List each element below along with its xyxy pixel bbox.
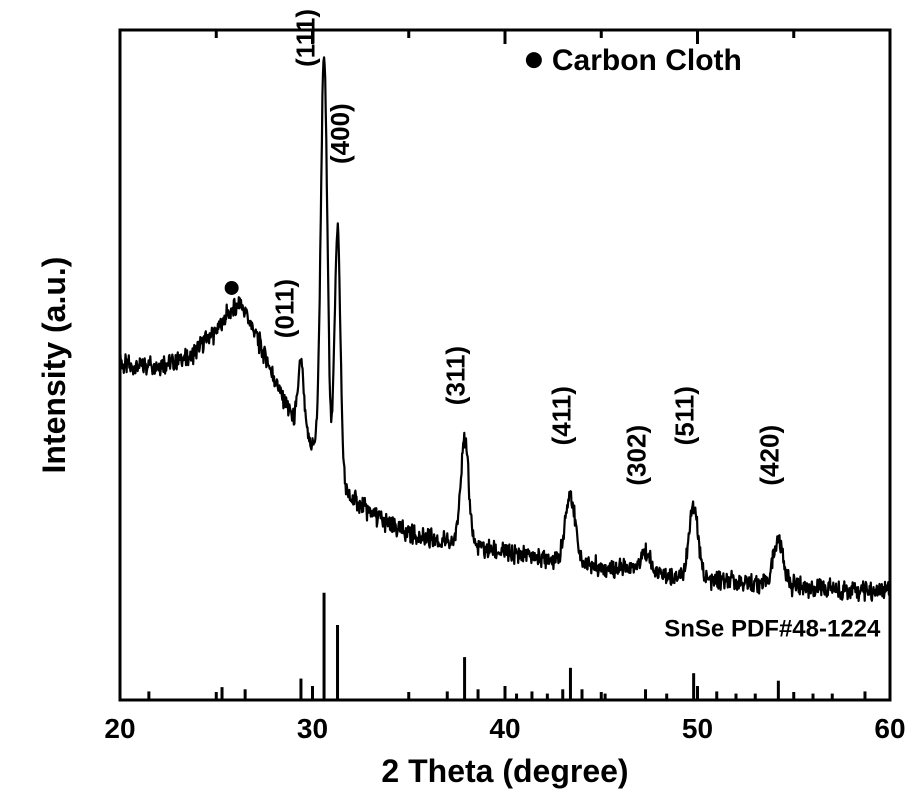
y-axis-title: Intensity (a.u.) bbox=[36, 257, 72, 474]
x-tick-label: 40 bbox=[489, 713, 520, 744]
svg-text:(420): (420) bbox=[754, 425, 784, 486]
carbon-marker-icon bbox=[225, 281, 239, 295]
svg-text:(400): (400) bbox=[325, 103, 355, 164]
x-tick-label: 20 bbox=[104, 713, 135, 744]
peak-label: (411) bbox=[546, 386, 576, 445]
peak-label: (400) bbox=[325, 103, 355, 164]
svg-text:(511): (511) bbox=[670, 386, 700, 445]
peak-label: (011) bbox=[269, 279, 299, 338]
svg-text:(302): (302) bbox=[622, 425, 652, 486]
legend-text: Carbon Cloth bbox=[552, 44, 742, 77]
xrd-chart: 20 30 40 50 60 2 Theta (degree) Intensity (a.u… bbox=[0, 0, 919, 796]
x-tick-label: 60 bbox=[874, 713, 905, 744]
peak-label: (311) bbox=[441, 346, 471, 405]
x-tick-label: 50 bbox=[682, 713, 713, 744]
x-tick-label: 30 bbox=[297, 713, 328, 744]
svg-text:(411): (411) bbox=[546, 386, 576, 445]
reference-card-text: SnSe PDF#48-1224 bbox=[664, 615, 881, 642]
peak-label: (111) bbox=[290, 9, 320, 67]
peak-label: (420) bbox=[754, 425, 784, 486]
chart-svg: 20 30 40 50 60 2 Theta (degree) Intensity (a.u… bbox=[0, 0, 919, 796]
x-axis-title: 2 Theta (degree) bbox=[381, 753, 628, 789]
svg-text:(311): (311) bbox=[441, 346, 471, 405]
peak-label: (302) bbox=[622, 425, 652, 486]
legend-marker-icon bbox=[526, 52, 542, 68]
peak-label: (511) bbox=[670, 386, 700, 445]
svg-text:(011): (011) bbox=[269, 279, 299, 338]
svg-text:(111): (111) bbox=[290, 9, 320, 67]
